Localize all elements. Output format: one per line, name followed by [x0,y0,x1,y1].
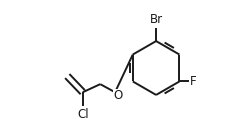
Text: Br: Br [149,13,162,26]
Text: Cl: Cl [77,108,88,121]
Text: F: F [190,75,196,88]
Text: O: O [113,89,122,102]
